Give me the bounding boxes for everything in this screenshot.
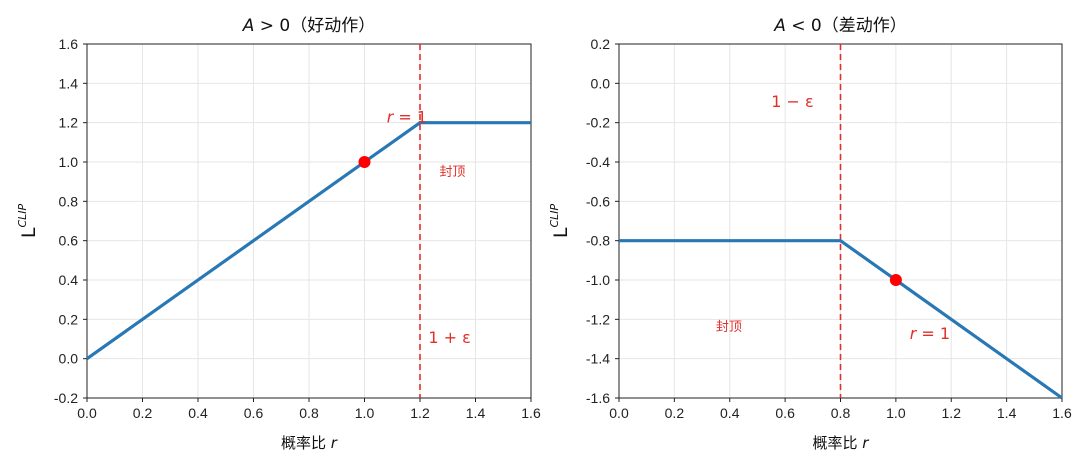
x-axis-title: 概率比 r: [813, 434, 870, 452]
y-axis-title: LCLIP: [16, 203, 40, 238]
y-tick-label: -1.4: [586, 351, 610, 367]
x-tick-label: 0.8: [831, 405, 851, 421]
annotation-label: r = 1: [910, 324, 950, 343]
y-tick-label: -0.2: [54, 390, 78, 406]
clip-objective-line: [619, 239, 1063, 400]
y-tick-label: 1.6: [59, 36, 79, 52]
x-tick-label: 1.2: [942, 405, 962, 421]
x-tick-label: 0.0: [77, 405, 97, 421]
y-tick-label: 0.8: [59, 193, 79, 209]
clip-objective-line: [86, 121, 531, 360]
x-tick-label: 1.4: [997, 405, 1017, 421]
x-tick-label: 1.6: [521, 405, 541, 421]
y-tick-label: -0.2: [586, 115, 610, 131]
plot-frame: [86, 43, 532, 399]
y-tick-label: 1.2: [59, 115, 79, 131]
y-tick-label: -0.4: [586, 154, 610, 170]
chart-title: A > 0（好动作）: [242, 16, 376, 36]
y-tick-label: 0.6: [59, 233, 79, 249]
y-tick-label: 0.4: [59, 272, 79, 288]
x-tick-label: 0.2: [665, 405, 685, 421]
y-tick-label: 0.2: [591, 36, 611, 52]
y-tick-label: -1.2: [586, 311, 610, 327]
y-tick-label: 1.0: [59, 154, 79, 170]
y-tick-label: 0.0: [59, 351, 79, 367]
y-tick-label: 0.0: [591, 75, 611, 91]
y-tick-label: -1.0: [586, 272, 610, 288]
x-tick-label: 0.4: [720, 405, 740, 421]
chart-positive-advantage: 0.0 0.2 0.4 0.6 0.8 1.0 1.2 1.4 1.6-0.20.00.20.4…: [16, 16, 541, 452]
y-tick-label: -1.6: [586, 390, 610, 406]
x-tick-label: 0.0: [609, 405, 629, 421]
chart-title: A < 0（差动作）: [773, 16, 907, 36]
annotation-label: 1 − ε: [771, 92, 813, 111]
x-tick-label: 1.0: [355, 405, 375, 421]
y-axis-title: LCLIP: [548, 203, 572, 238]
annotation-label: 1 + ε: [428, 328, 470, 347]
y-tick-label: -0.6: [586, 193, 610, 209]
y-tick-label: 0.2: [59, 311, 79, 327]
chart-negative-advantage: 0.0 0.2 0.4 0.6 0.8 1.0 1.2 1.4 1.6 -1.6 -1.4 -1.2 -…: [548, 16, 1072, 452]
x-tick-label: 1.2: [410, 405, 430, 421]
annotation-label: 封顶: [439, 165, 465, 180]
ratio-one-point: [889, 274, 902, 286]
y-tick-label: -0.8: [586, 233, 610, 249]
x-tick-label: 0.8: [299, 405, 319, 421]
x-tick-label: 0.6: [775, 405, 795, 421]
ratio-one-point: [358, 156, 371, 168]
x-tick-label: 1.6: [1052, 405, 1072, 421]
x-tick-label: 0.2: [133, 405, 153, 421]
annotation-label: r = 1: [387, 108, 427, 127]
y-tick-label: 1.4: [59, 75, 79, 91]
x-axis-title: 概率比 r: [281, 434, 338, 452]
x-tick-label: 0.6: [244, 405, 264, 421]
x-tick-label: 1.0: [886, 405, 906, 421]
x-tick-label: 1.4: [466, 405, 486, 421]
x-tick-label: 0.4: [188, 405, 208, 421]
annotation-label: 封顶: [716, 320, 742, 335]
